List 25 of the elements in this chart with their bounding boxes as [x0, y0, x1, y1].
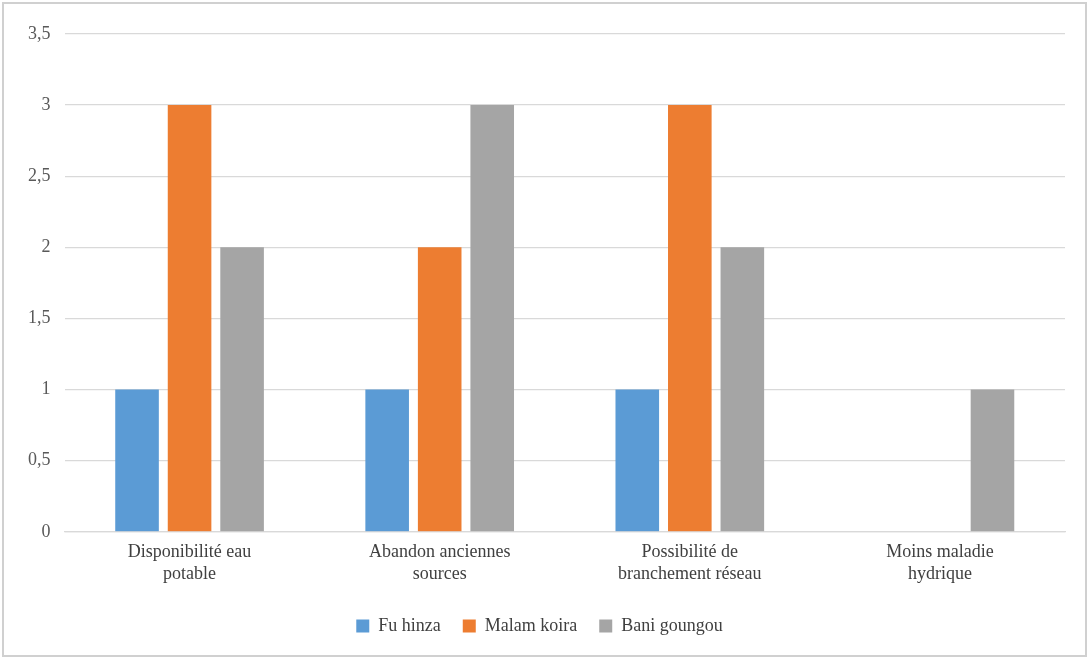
bar — [720, 247, 765, 532]
legend-label: Malam koira — [484, 614, 578, 635]
bar — [615, 389, 660, 532]
bar — [365, 389, 409, 532]
y-tick-label: 0 — [41, 520, 51, 541]
x-tick-label: Possibilité de branchement réseau — [618, 541, 762, 583]
y-tick-label: 3,5 — [28, 22, 51, 43]
bar — [167, 105, 212, 532]
x-tick-label: Abandon anciennes sources — [368, 541, 511, 583]
bar — [115, 389, 159, 532]
y-tick-label: 0,5 — [28, 449, 51, 470]
bar — [220, 247, 264, 532]
legend-label: Bani goungou — [621, 614, 723, 635]
legend-label: Fu hinza — [378, 614, 441, 635]
x-tick-label: Moins maladie hydrique — [886, 541, 994, 583]
bar — [470, 105, 515, 532]
y-tick-label: 1 — [41, 378, 51, 399]
bar — [417, 247, 462, 532]
bar — [668, 105, 712, 532]
bar — [970, 389, 1015, 532]
x-tick-label: Disponibilité eau potable — [127, 541, 252, 583]
y-tick-label: 2 — [41, 236, 51, 257]
y-tick-label: 1,5 — [28, 307, 51, 328]
y-tick-label: 2,5 — [28, 164, 51, 185]
y-tick-label: 3 — [41, 93, 51, 114]
